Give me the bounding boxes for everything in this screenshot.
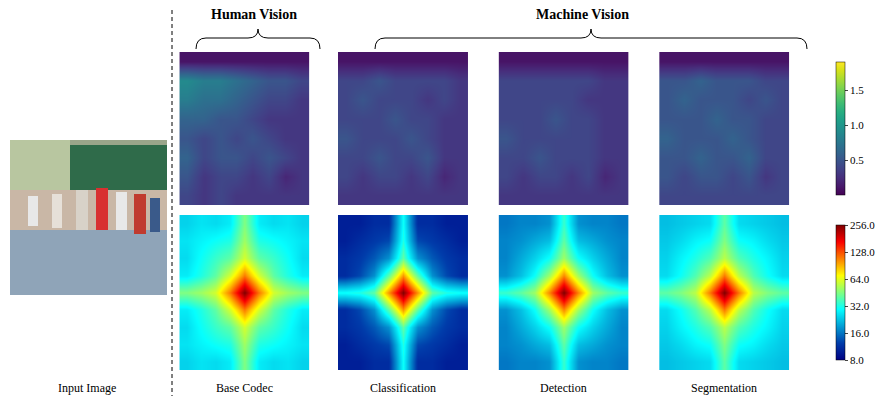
- svg-text:64.0: 64.0: [850, 273, 870, 285]
- svg-text:Machine Vision: Machine Vision: [536, 7, 629, 22]
- svg-text:Human Vision: Human Vision: [211, 7, 297, 22]
- svg-text:Input Image: Input Image: [58, 381, 116, 395]
- svg-text:Segmentation: Segmentation: [691, 381, 757, 395]
- svg-text:32.0: 32.0: [850, 300, 870, 312]
- svg-text:1.5: 1.5: [850, 84, 864, 96]
- svg-text:256.0: 256.0: [850, 219, 875, 231]
- svg-text:1.0: 1.0: [850, 119, 864, 131]
- svg-text:128.0: 128.0: [850, 246, 875, 258]
- svg-text:16.0: 16.0: [850, 327, 870, 339]
- svg-text:8.0: 8.0: [850, 354, 864, 366]
- svg-text:Detection: Detection: [540, 381, 587, 395]
- svg-text:Base Codec: Base Codec: [216, 381, 273, 395]
- svg-text:0.5: 0.5: [850, 154, 864, 166]
- svg-text:Classification: Classification: [370, 381, 436, 395]
